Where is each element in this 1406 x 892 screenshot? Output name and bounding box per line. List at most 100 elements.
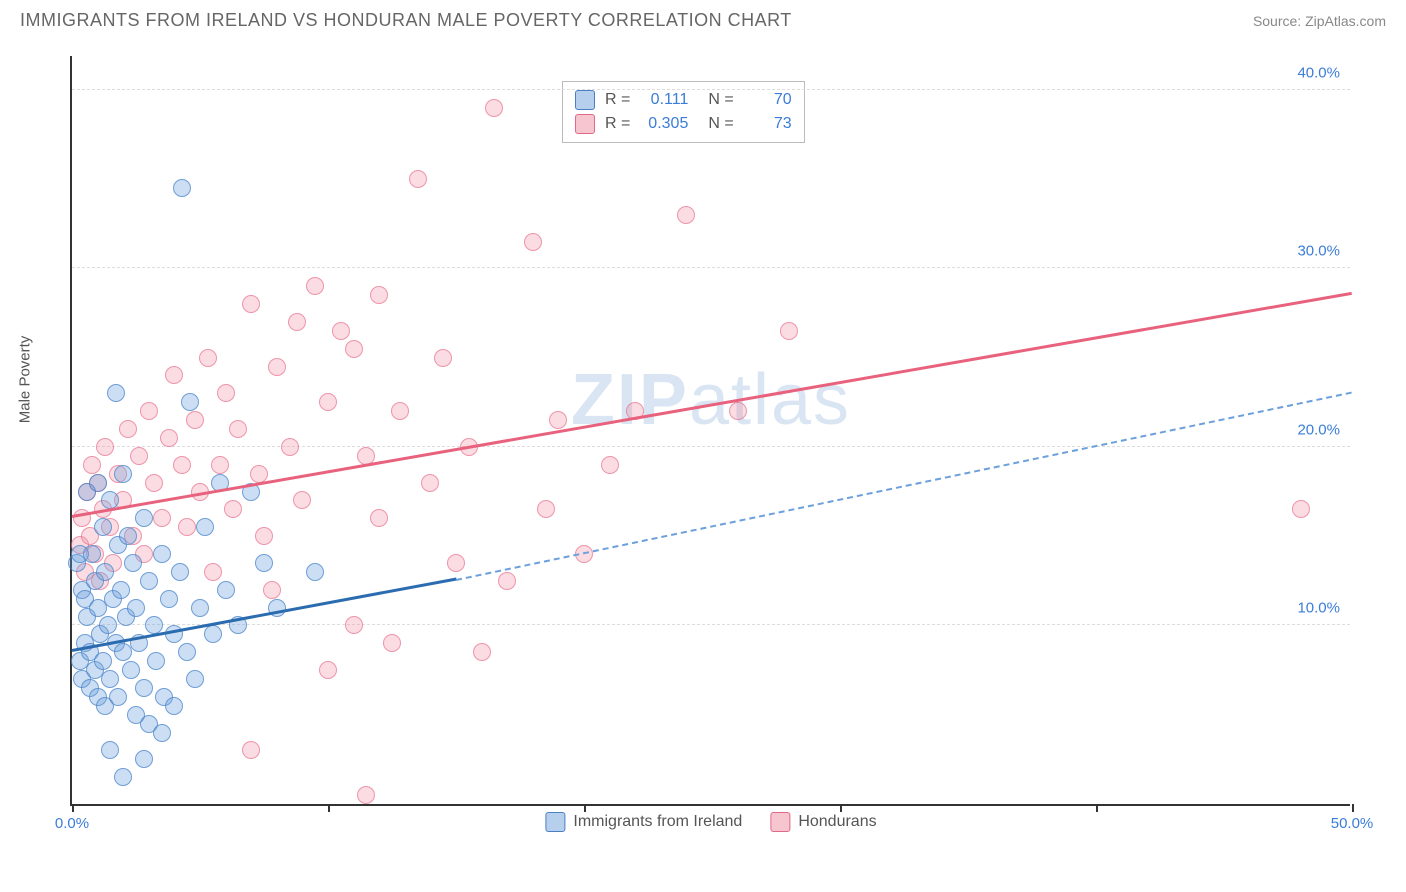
swatch-ireland [575, 90, 595, 110]
x-tick [584, 804, 586, 812]
gridline [72, 267, 1350, 268]
y-tick-label: 30.0% [1297, 243, 1340, 260]
scatter-point [204, 563, 222, 581]
scatter-point [1292, 500, 1310, 518]
swatch-ireland [545, 812, 565, 832]
scatter-point [250, 465, 268, 483]
scatter-point [165, 366, 183, 384]
y-tick-label: 10.0% [1297, 600, 1340, 617]
scatter-point [191, 599, 209, 617]
scatter-point [383, 634, 401, 652]
scatter-point [224, 500, 242, 518]
chart-header: IMMIGRANTS FROM IRELAND VS HONDURAN MALE… [0, 0, 1406, 36]
scatter-point [135, 679, 153, 697]
x-tick-label: 50.0% [1331, 815, 1374, 832]
x-tick [328, 804, 330, 812]
scatter-point [135, 509, 153, 527]
scatter-point [524, 233, 542, 251]
r-label: R = [605, 115, 630, 133]
gridline [72, 89, 1350, 90]
chart-container: Male Poverty ZIPatlas R = 0.111 N = 70 R… [20, 36, 1386, 846]
scatter-point [421, 474, 439, 492]
y-tick-label: 20.0% [1297, 421, 1340, 438]
scatter-point [196, 518, 214, 536]
scatter-point [357, 786, 375, 804]
scatter-point [319, 393, 337, 411]
gridline [72, 624, 1350, 625]
scatter-point [112, 581, 130, 599]
scatter-point [434, 349, 452, 367]
scatter-point [263, 581, 281, 599]
gridline [72, 446, 1350, 447]
watermark: ZIPatlas [571, 359, 851, 441]
scatter-point [114, 768, 132, 786]
scatter-point [288, 313, 306, 331]
scatter-point [101, 741, 119, 759]
scatter-point [447, 554, 465, 572]
scatter-point [119, 420, 137, 438]
trend-line-ireland-dashed [456, 391, 1352, 580]
scatter-point [255, 527, 273, 545]
scatter-point [83, 456, 101, 474]
scatter-point [217, 581, 235, 599]
scatter-point [153, 509, 171, 527]
n-value-hondurans: 73 [744, 115, 792, 133]
scatter-point [147, 652, 165, 670]
n-value-ireland: 70 [744, 91, 792, 109]
scatter-point [370, 509, 388, 527]
legend-label-ireland: Immigrants from Ireland [573, 813, 742, 831]
correlation-stats-legend: R = 0.111 N = 70 R = 0.305 N = 73 [562, 81, 805, 143]
scatter-point [199, 349, 217, 367]
scatter-point [391, 402, 409, 420]
x-tick-label: 0.0% [55, 815, 89, 832]
scatter-point [242, 741, 260, 759]
legend-item-hondurans: Hondurans [770, 812, 876, 832]
scatter-point [140, 572, 158, 590]
scatter-point [181, 393, 199, 411]
stats-row-ireland: R = 0.111 N = 70 [575, 88, 792, 112]
scatter-point [229, 420, 247, 438]
scatter-point [101, 670, 119, 688]
scatter-point [160, 590, 178, 608]
scatter-point [99, 616, 117, 634]
scatter-point [153, 724, 171, 742]
plot-area: ZIPatlas R = 0.111 N = 70 R = 0.305 N = … [70, 56, 1350, 806]
scatter-point [119, 527, 137, 545]
legend-item-ireland: Immigrants from Ireland [545, 812, 742, 832]
r-label: R = [605, 91, 630, 109]
y-tick-label: 40.0% [1297, 64, 1340, 81]
scatter-point [127, 599, 145, 617]
scatter-point [145, 474, 163, 492]
series-legend: Immigrants from Ireland Hondurans [537, 810, 884, 834]
scatter-point [729, 402, 747, 420]
scatter-point [186, 670, 204, 688]
scatter-point [485, 99, 503, 117]
scatter-point [306, 563, 324, 581]
scatter-point [211, 456, 229, 474]
scatter-point [89, 474, 107, 492]
scatter-point [124, 554, 142, 572]
scatter-point [601, 456, 619, 474]
n-label: N = [708, 91, 733, 109]
scatter-point [255, 554, 273, 572]
swatch-hondurans [575, 114, 595, 134]
scatter-point [165, 697, 183, 715]
scatter-point [217, 384, 235, 402]
scatter-point [677, 206, 695, 224]
scatter-point [173, 179, 191, 197]
x-tick [840, 804, 842, 812]
x-tick [1096, 804, 1098, 812]
scatter-point [83, 545, 101, 563]
scatter-point [306, 277, 324, 295]
scatter-point [178, 643, 196, 661]
scatter-point [268, 358, 286, 376]
scatter-point [242, 295, 260, 313]
scatter-point [345, 340, 363, 358]
x-tick [1352, 804, 1354, 812]
scatter-point [409, 170, 427, 188]
scatter-point [178, 518, 196, 536]
scatter-point [780, 322, 798, 340]
scatter-point [140, 402, 158, 420]
scatter-point [204, 625, 222, 643]
trend-line-hondurans [72, 292, 1353, 518]
